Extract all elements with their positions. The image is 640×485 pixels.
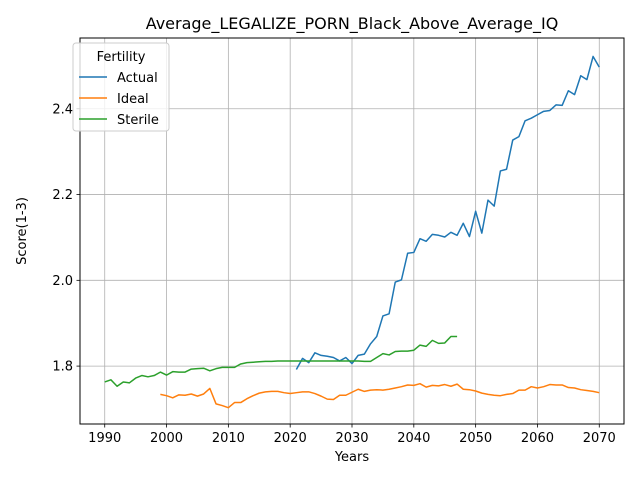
- x-tick-label: 2030: [335, 431, 368, 446]
- x-tick-label: 2070: [583, 431, 616, 446]
- legend-label-ideal: Ideal: [117, 92, 149, 107]
- y-tick-label: 2.0: [52, 274, 73, 289]
- series-line-ideal: [160, 382, 600, 409]
- legend-entries: Actual Ideal Sterile: [79, 71, 159, 128]
- legend-title: Fertility: [97, 50, 146, 65]
- x-axis-label: Years: [334, 450, 370, 465]
- x-tick-label: 1990: [88, 431, 121, 446]
- x-tick-label: 2060: [521, 431, 554, 446]
- legend: Fertility Actual Ideal Sterile: [72, 42, 170, 132]
- chart-title: Average_LEGALIZE_PORN_Black_Above_Averag…: [146, 14, 559, 34]
- x-axis-ticks: 1990 2000 2010 2020 2030 2040 2050 2060 2070: [88, 424, 616, 446]
- legend-label-actual: Actual: [117, 71, 158, 86]
- x-tick-label: 2040: [397, 431, 430, 446]
- legend-label-sterile: Sterile: [117, 113, 159, 128]
- series-lines: [104, 55, 600, 409]
- series-line-actual: [295, 55, 600, 370]
- grid: [80, 38, 624, 424]
- y-tick-label: 1.8: [52, 360, 73, 375]
- x-tick-label: 2000: [150, 431, 183, 446]
- y-tick-label: 2.4: [52, 102, 73, 117]
- series-line-sterile: [104, 335, 458, 388]
- x-tick-label: 2010: [212, 431, 245, 446]
- x-tick-label: 2050: [459, 431, 492, 446]
- legend-box: [72, 42, 170, 132]
- y-axis-ticks: 1.8 2.0 2.2 2.4: [52, 102, 80, 375]
- x-tick-label: 2020: [274, 431, 307, 446]
- y-axis-label: Score(1-3): [15, 197, 30, 265]
- y-tick-label: 2.2: [52, 188, 73, 203]
